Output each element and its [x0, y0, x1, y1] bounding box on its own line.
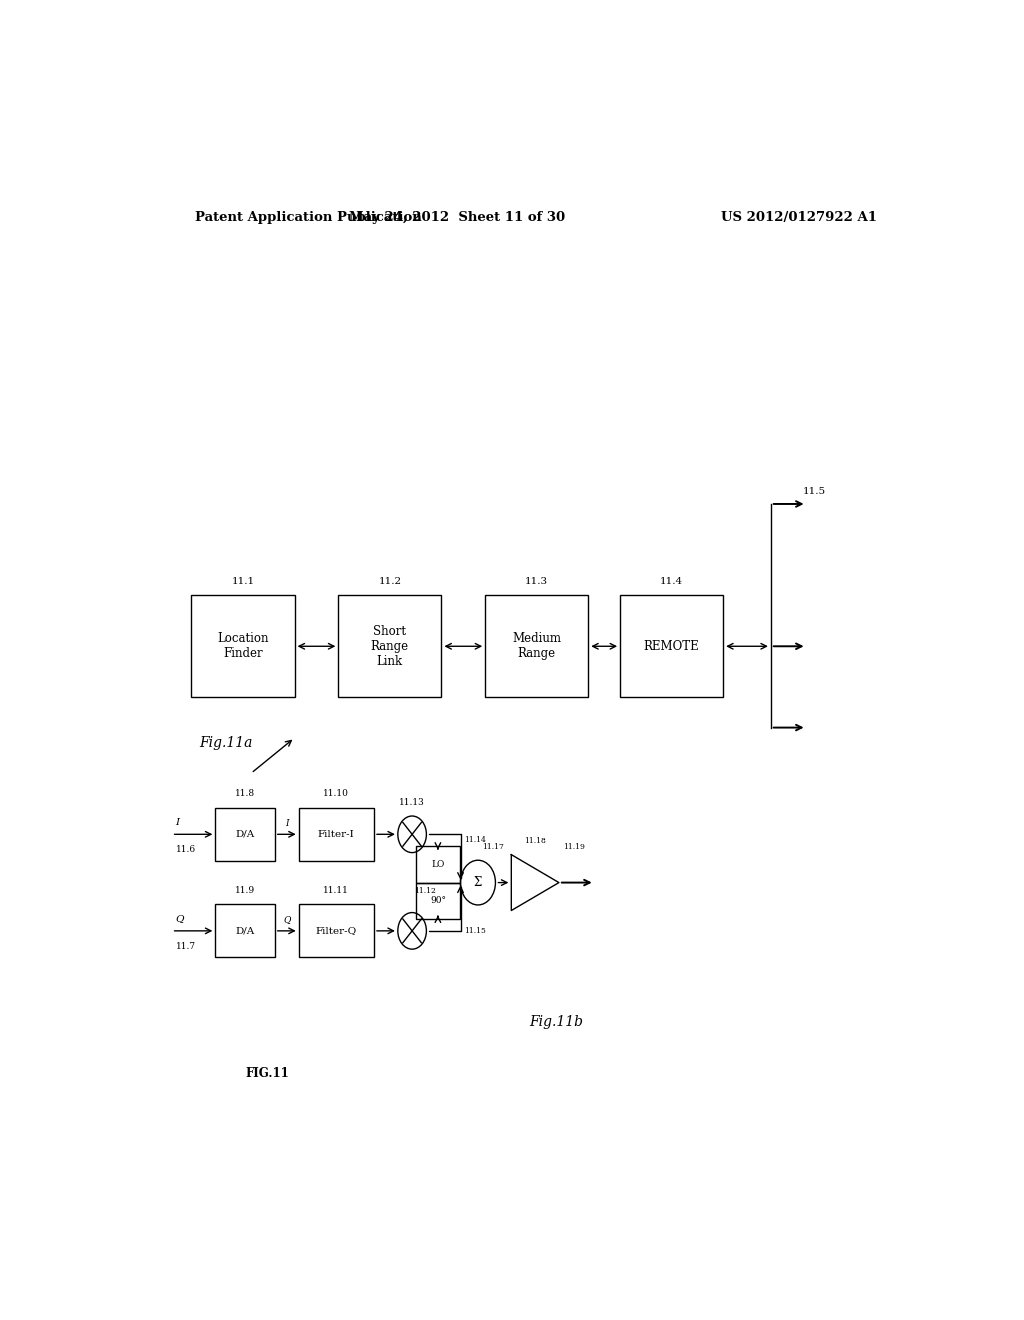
Text: 11.6: 11.6: [176, 845, 196, 854]
Text: 11.17: 11.17: [482, 843, 504, 851]
Text: 11.4: 11.4: [660, 577, 683, 586]
Text: 11.11: 11.11: [324, 886, 349, 895]
Bar: [416, 883, 460, 919]
Text: 11.9: 11.9: [234, 886, 255, 895]
Text: May 24, 2012  Sheet 11 of 30: May 24, 2012 Sheet 11 of 30: [349, 211, 565, 224]
Text: Q: Q: [283, 915, 291, 924]
Text: Fig.11a: Fig.11a: [200, 735, 253, 750]
Text: Σ: Σ: [474, 876, 482, 890]
Text: I: I: [285, 818, 289, 828]
Text: Fig.11b: Fig.11b: [529, 1015, 584, 1030]
Text: 11.1: 11.1: [231, 577, 255, 586]
Text: D/A: D/A: [236, 927, 255, 936]
Text: 11.8: 11.8: [234, 789, 255, 799]
Text: Patent Application Publication: Patent Application Publication: [196, 211, 422, 224]
Text: 11.15: 11.15: [464, 928, 485, 936]
Text: LO: LO: [431, 859, 444, 869]
Bar: [191, 595, 295, 697]
Text: FIG.11: FIG.11: [246, 1067, 289, 1080]
Bar: [215, 904, 274, 957]
Bar: [416, 846, 460, 883]
Bar: [299, 808, 374, 861]
Text: Filter-I: Filter-I: [317, 830, 354, 838]
Text: 11.14: 11.14: [464, 836, 485, 845]
Text: 11.19: 11.19: [563, 842, 585, 850]
Text: 11.18: 11.18: [524, 837, 546, 845]
Text: 11.7: 11.7: [176, 941, 196, 950]
Text: 90°: 90°: [430, 896, 445, 906]
Text: 11.2: 11.2: [378, 577, 401, 586]
Text: Ampl: Ampl: [517, 875, 542, 884]
Bar: [620, 595, 723, 697]
Text: Q: Q: [176, 915, 184, 923]
Bar: [485, 595, 588, 697]
Bar: [299, 904, 374, 957]
Text: 11.13: 11.13: [399, 799, 425, 808]
Text: Medium
Range: Medium Range: [512, 632, 561, 660]
Text: Location
Finder: Location Finder: [217, 632, 269, 660]
Text: REMOTE: REMOTE: [644, 640, 699, 653]
Text: Filter-Q: Filter-Q: [315, 927, 357, 936]
Text: I: I: [176, 817, 180, 826]
Polygon shape: [511, 854, 559, 911]
Text: Short
Range
Link: Short Range Link: [371, 624, 409, 668]
Text: 11.3: 11.3: [525, 577, 548, 586]
Text: 11.10: 11.10: [324, 789, 349, 799]
Text: 11.5: 11.5: [803, 487, 825, 496]
Text: US 2012/0127922 A1: US 2012/0127922 A1: [721, 211, 877, 224]
Bar: [338, 595, 441, 697]
Bar: [215, 808, 274, 861]
Text: 11.12: 11.12: [415, 887, 436, 895]
Text: D/A: D/A: [236, 830, 255, 838]
